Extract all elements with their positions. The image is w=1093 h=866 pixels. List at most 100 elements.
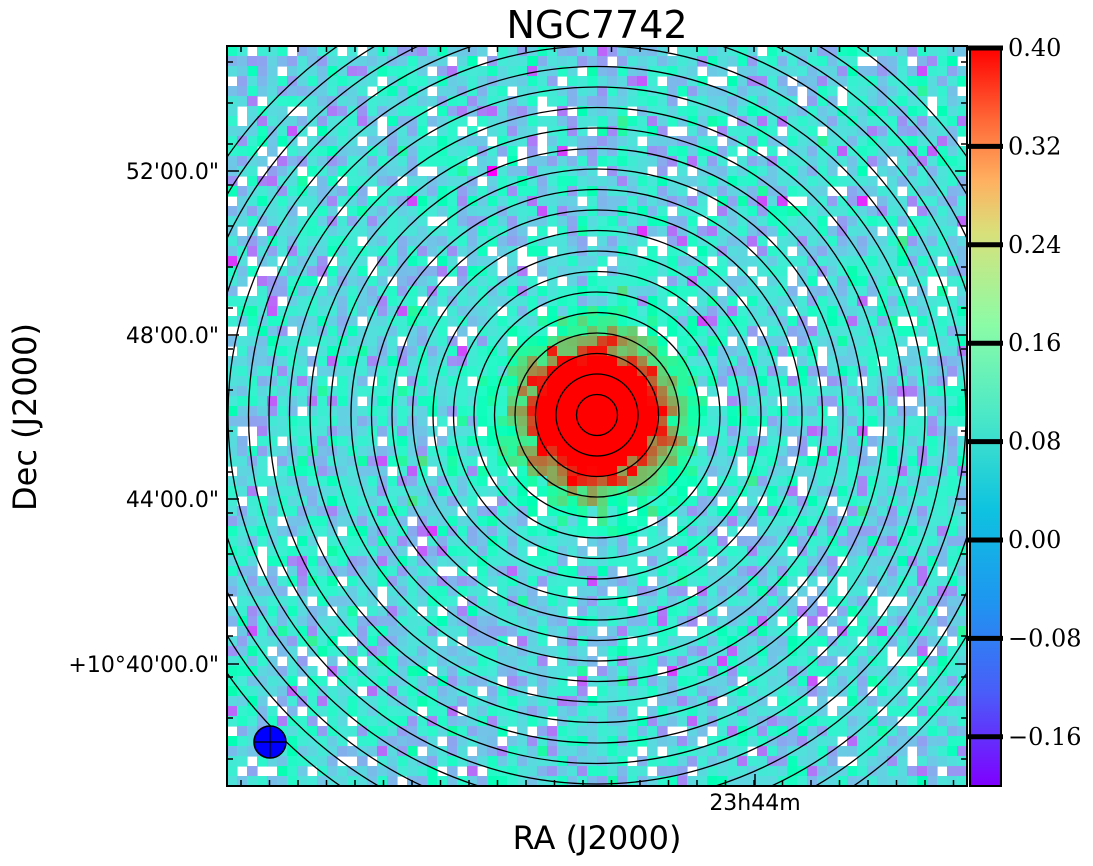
heatmap-pixel	[657, 766, 668, 777]
heatmap-pixel	[277, 186, 288, 197]
heatmap-pixel	[827, 676, 838, 687]
heatmap-pixel	[257, 576, 268, 587]
heatmap-pixel	[257, 476, 268, 487]
heatmap-pixel	[257, 46, 268, 57]
heatmap-pixel	[367, 56, 378, 67]
heatmap-pixel	[707, 536, 718, 547]
heatmap-pixel	[687, 356, 698, 367]
heatmap-pixel	[927, 306, 938, 317]
heatmap-pixel	[807, 506, 818, 517]
heatmap-pixel	[587, 616, 598, 627]
heatmap-pixel	[257, 616, 268, 627]
heatmap-pixel	[347, 406, 358, 417]
heatmap-pixel	[357, 216, 368, 227]
heatmap-pixel	[847, 436, 858, 447]
heatmap-pixel	[797, 496, 808, 507]
heatmap-pixel	[777, 386, 788, 397]
heatmap-pixel	[447, 726, 458, 737]
heatmap-pixel	[747, 596, 758, 607]
heatmap-pixel	[227, 296, 238, 307]
heatmap-pixel	[787, 136, 798, 147]
heatmap-pixel	[517, 236, 528, 247]
heatmap-pixel	[837, 546, 848, 557]
heatmap-pixel	[277, 466, 288, 477]
heatmap-pixel	[687, 686, 698, 697]
heatmap-pixel	[277, 266, 288, 277]
heatmap-pixel	[227, 316, 238, 327]
heatmap-pixel	[587, 286, 598, 297]
heatmap-pixel	[457, 676, 468, 687]
heatmap-pixel	[527, 156, 538, 167]
heatmap-pixel	[837, 136, 848, 147]
heatmap-pixel	[237, 146, 248, 157]
heatmap-pixel	[677, 696, 688, 707]
heatmap-pixel	[627, 766, 638, 777]
heatmap-pixel	[727, 196, 738, 207]
heatmap-pixel	[617, 426, 628, 437]
heatmap-pixel	[397, 636, 408, 647]
heatmap-pixel	[647, 96, 658, 107]
heatmap-pixel	[857, 736, 868, 747]
heatmap-pixel	[887, 336, 898, 347]
heatmap-pixel	[847, 406, 858, 417]
heatmap-pixel	[497, 226, 508, 237]
heatmap-pixel	[397, 406, 408, 417]
heatmap-pixel	[257, 276, 268, 287]
heatmap-pixel	[887, 206, 898, 217]
heatmap-pixel	[437, 46, 448, 57]
heatmap-pixel	[437, 556, 448, 567]
heatmap-pixel	[517, 716, 528, 727]
heatmap-pixel	[287, 286, 298, 297]
heatmap-pixel	[277, 136, 288, 147]
heatmap-pixel	[767, 316, 778, 327]
heatmap-pixel	[947, 696, 958, 707]
heatmap-pixel	[687, 596, 698, 607]
heatmap-pixel	[327, 306, 338, 317]
heatmap-pixel	[807, 736, 818, 747]
heatmap-pixel	[557, 196, 568, 207]
heatmap-pixel	[757, 526, 768, 537]
heatmap-pixel	[887, 586, 898, 597]
heatmap-pixel	[457, 456, 468, 467]
heatmap-pixel	[567, 266, 578, 277]
heatmap-pixel	[677, 566, 688, 577]
heatmap-pixel	[637, 166, 648, 177]
heatmap-pixel	[747, 736, 758, 747]
heatmap-pixel	[937, 176, 948, 187]
heatmap-pixel	[767, 596, 778, 607]
heatmap-pixel	[557, 726, 568, 737]
heatmap-pixel	[797, 676, 808, 687]
heatmap-pixel	[437, 396, 448, 407]
heatmap-pixel	[577, 566, 588, 577]
heatmap-pixel	[297, 546, 308, 557]
heatmap-pixel	[347, 696, 358, 707]
heatmap-pixel	[937, 126, 948, 137]
heatmap-pixel	[627, 246, 638, 257]
heatmap-pixel	[767, 646, 778, 657]
heatmap-pixel	[817, 726, 828, 737]
heatmap-pixel	[417, 526, 428, 537]
heatmap-pixel	[787, 406, 798, 417]
heatmap-pixel	[887, 86, 898, 97]
heatmap-pixel	[247, 486, 258, 497]
heatmap-pixel	[757, 246, 768, 257]
heatmap-pixel	[747, 606, 758, 617]
heatmap-pixel	[277, 606, 288, 617]
heatmap-pixel	[927, 396, 938, 407]
heatmap-pixel	[317, 566, 328, 577]
heatmap-pixel	[337, 456, 348, 467]
heatmap-pixel	[927, 736, 938, 747]
heatmap-pixel	[617, 296, 628, 307]
heatmap-pixel	[897, 436, 908, 447]
heatmap-pixel	[237, 346, 248, 357]
heatmap-pixel	[247, 626, 258, 637]
heatmap-pixel	[487, 106, 498, 117]
heatmap-pixel	[307, 726, 318, 737]
heatmap-pixel	[267, 516, 278, 527]
heatmap-pixel	[857, 676, 868, 687]
heatmap-pixel	[627, 276, 638, 287]
heatmap-pixel	[427, 536, 438, 547]
heatmap-pixel	[637, 396, 648, 407]
heatmap-pixel	[657, 696, 668, 707]
heatmap-pixel	[917, 346, 928, 357]
